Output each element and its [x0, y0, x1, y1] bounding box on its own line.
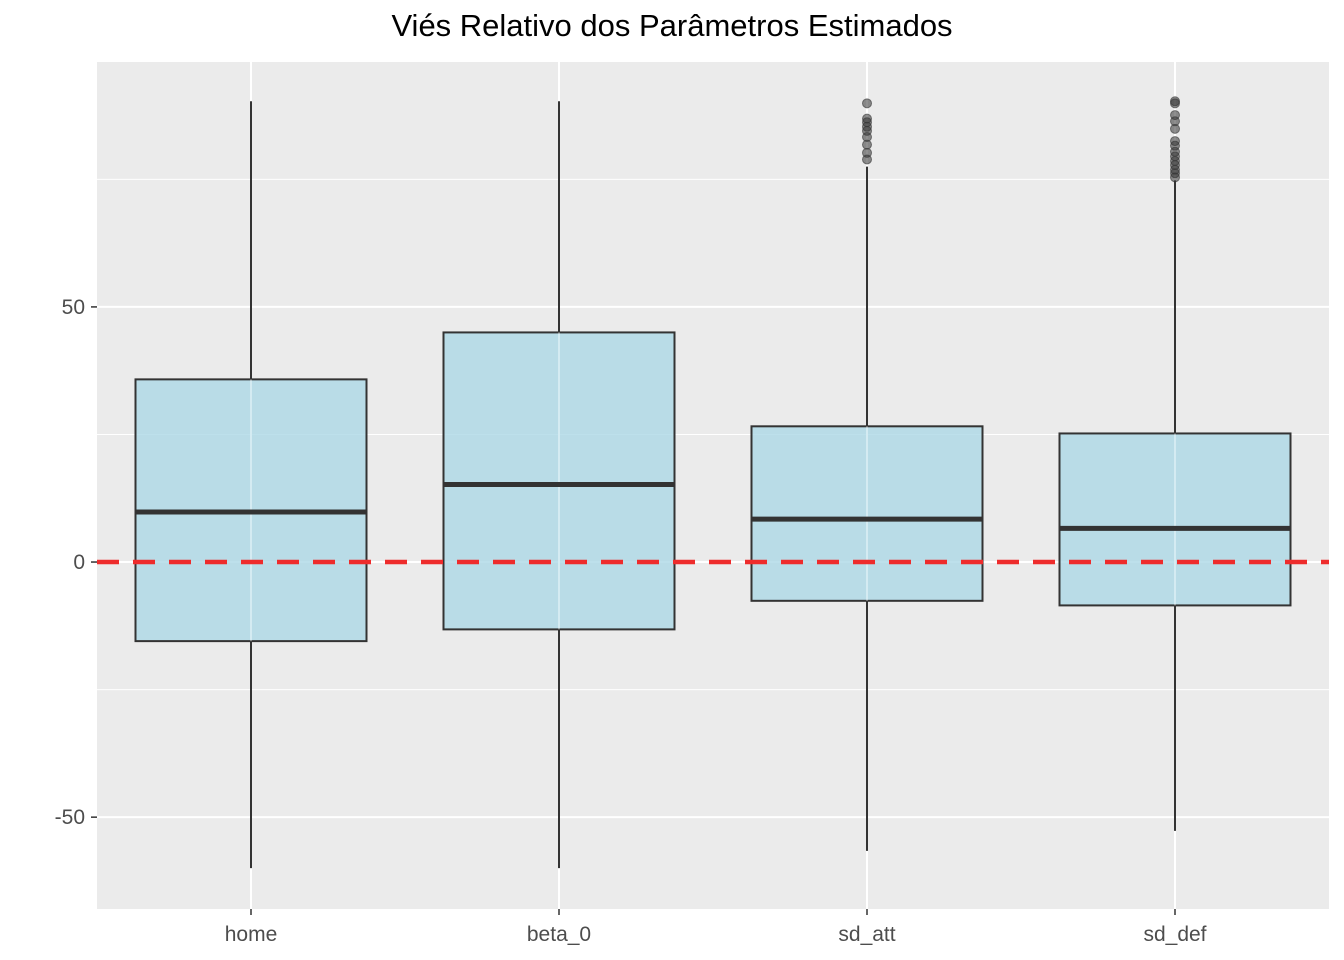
- x-tick-label: sd_def: [1143, 923, 1206, 946]
- x-tick-label: home: [225, 923, 278, 946]
- outlier-point: [1170, 96, 1180, 107]
- outlier-point: [862, 147, 872, 158]
- outlier-point: [1170, 110, 1180, 121]
- y-axis: -50 0 50: [55, 296, 97, 829]
- y-tick-label: -50: [55, 806, 85, 829]
- iqr-box: [442, 331, 676, 631]
- y-tick-label: 0: [73, 551, 85, 574]
- box-sd_att: [750, 98, 984, 851]
- x-tick-label: beta_0: [527, 923, 591, 946]
- boxplot-boxes: [134, 96, 1292, 869]
- iqr-box: [750, 425, 984, 602]
- x-tick-label: sd_att: [838, 923, 895, 946]
- box-beta_0: [442, 101, 676, 869]
- y-tick-label: 50: [62, 296, 85, 319]
- outlier-point: [862, 113, 872, 124]
- outlier-point: [862, 98, 872, 109]
- box-home: [134, 101, 368, 869]
- box-sd_def: [1058, 96, 1292, 831]
- iqr-box: [1058, 432, 1292, 607]
- outlier-point: [1170, 136, 1180, 147]
- x-axis: home beta_0 sd_att sd_def: [225, 909, 1207, 946]
- chart-title: Viés Relativo dos Parâmetros Estimados: [391, 8, 953, 43]
